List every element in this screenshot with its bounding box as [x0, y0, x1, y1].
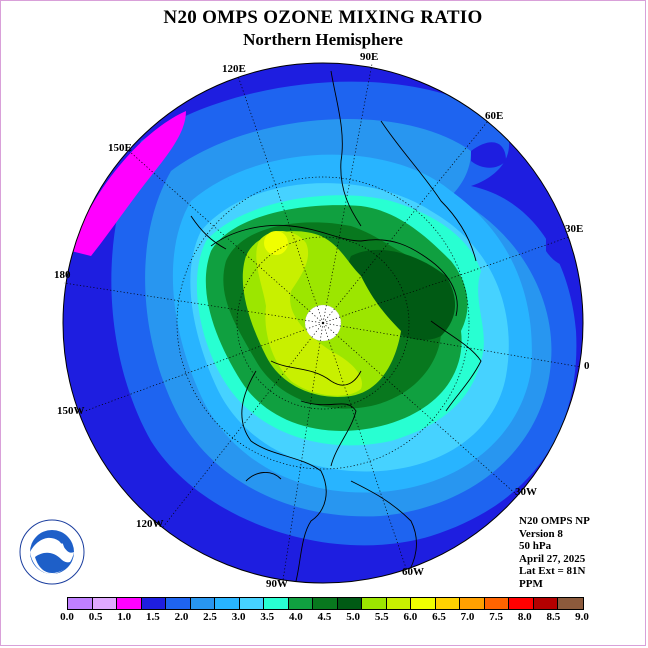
- legend-tick-label: 1.5: [145, 611, 160, 623]
- legend-tick-label: 7.0: [460, 611, 475, 623]
- lon-label-150w: 150W: [57, 405, 85, 417]
- legend-swatch: [362, 598, 387, 609]
- legend-swatch: [288, 598, 314, 609]
- info-date: April 27, 2025: [519, 552, 586, 565]
- legend-tick-label: 0.0: [60, 611, 74, 623]
- lon-label-90e: 90E: [360, 51, 379, 63]
- globe-outline: [62, 62, 584, 584]
- legend-swatch: [313, 598, 338, 609]
- map-title: N20 OMPS OZONE MIXING RATIO: [163, 7, 483, 28]
- legend-tick-label: 8.5: [546, 611, 561, 623]
- legend-tick-label: 4.0: [289, 611, 303, 623]
- legend-swatch: [558, 598, 583, 609]
- legend-swatch: [435, 598, 461, 609]
- info-version: Version 8: [519, 527, 563, 540]
- legend-swatch: [141, 598, 167, 609]
- legend-tick-label: 5.0: [346, 611, 360, 623]
- lon-label-0: 0: [584, 360, 590, 372]
- legend-swatch: [117, 598, 142, 609]
- info-units: PPM: [519, 577, 543, 590]
- legend-tick-label: 6.5: [432, 611, 446, 623]
- noaa-logo-text: NOAA: [39, 542, 66, 552]
- legend-tick-label: 2.0: [174, 611, 189, 623]
- lon-label-120w: 120W: [136, 518, 164, 530]
- lon-label-30w: 30W: [515, 486, 537, 498]
- legend-tick-label: 8.0: [517, 611, 532, 623]
- lon-label-180: 180: [54, 269, 71, 281]
- legend-swatch: [92, 598, 118, 609]
- legend-swatch: [484, 598, 510, 609]
- legend-swatch: [386, 598, 412, 609]
- lon-label-60w: 60W: [402, 566, 424, 578]
- map-subtitle: Northern Hemisphere: [243, 30, 403, 49]
- legend-tick-label: 1.0: [117, 611, 132, 623]
- legend-tick-label: 5.5: [374, 611, 389, 623]
- color-legend: [67, 597, 584, 610]
- lon-label-150e: 150E: [108, 142, 132, 154]
- legend-swatch: [166, 598, 191, 609]
- legend-swatch: [337, 598, 363, 609]
- legend-swatch: [239, 598, 265, 609]
- info-pressure: 50 hPa: [519, 540, 552, 553]
- legend-swatch: [411, 598, 436, 609]
- legend-swatch: [190, 598, 216, 609]
- legend-tick-label: 2.5: [203, 611, 217, 623]
- legend-swatch: [533, 598, 559, 609]
- lon-label-120e: 120E: [222, 63, 246, 75]
- info-lat-ext: Lat Ext = 81N: [519, 565, 586, 578]
- legend-tick-label: 9.0: [575, 611, 589, 623]
- legend-tick-label: 4.5: [317, 611, 332, 623]
- legend-tick-label: 0.5: [88, 611, 103, 623]
- legend-swatch: [215, 598, 240, 609]
- legend-tick-label: 3.5: [260, 611, 275, 623]
- legend-swatch: [460, 598, 485, 609]
- noaa-logo: NOAA: [19, 519, 85, 585]
- coastlines: [190, 70, 482, 582]
- legend-swatch: [68, 598, 93, 609]
- lon-label-30e: 30E: [565, 223, 584, 235]
- info-block: N20 OMPS NP Version 8 50 hPa April 27, 2…: [519, 515, 590, 591]
- legend-tick-label: 3.0: [231, 611, 246, 623]
- lon-label-60e: 60E: [485, 110, 504, 122]
- lon-label-90w: 90W: [266, 578, 288, 590]
- legend-swatch: [264, 598, 289, 609]
- info-satellite: N20 OMPS NP: [519, 515, 590, 527]
- legend-tick-label: 6.0: [403, 611, 418, 623]
- legend-swatch: [509, 598, 534, 609]
- legend-tick-label: 7.5: [489, 611, 504, 623]
